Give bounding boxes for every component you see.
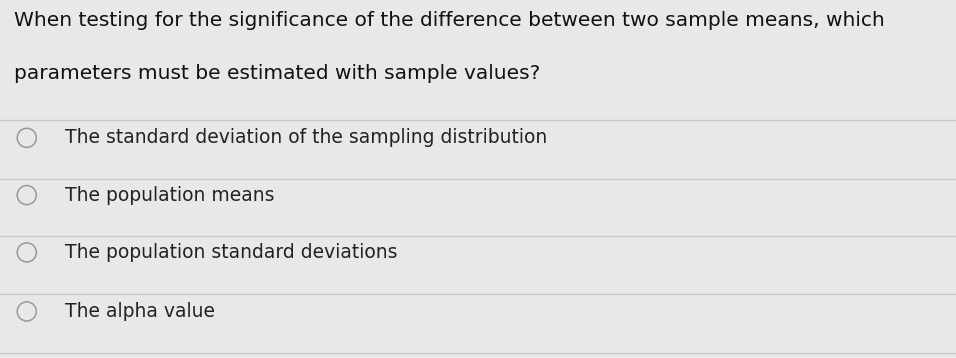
Text: The standard deviation of the sampling distribution: The standard deviation of the sampling d… [65, 128, 547, 147]
Text: parameters must be estimated with sample values?: parameters must be estimated with sample… [14, 64, 540, 83]
Text: When testing for the significance of the difference between two sample means, wh: When testing for the significance of the… [14, 11, 885, 30]
Text: The alpha value: The alpha value [65, 302, 215, 321]
Text: The population means: The population means [65, 185, 274, 205]
Text: The population standard deviations: The population standard deviations [65, 243, 398, 262]
